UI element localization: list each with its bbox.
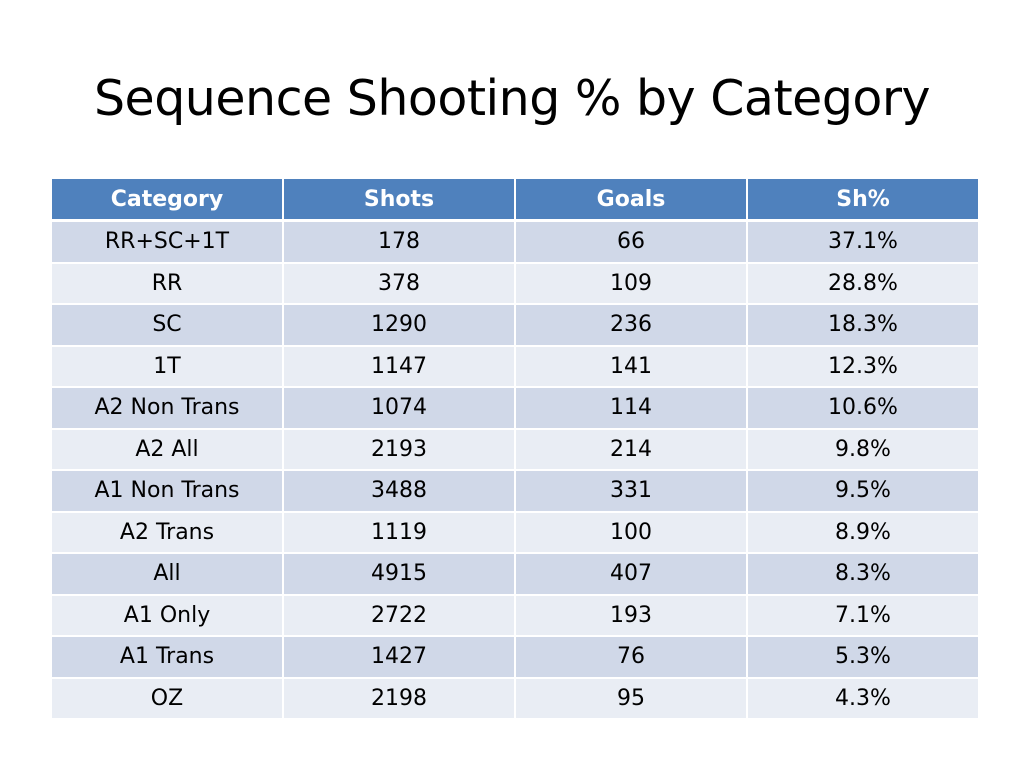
cell-goals: 141 <box>515 345 748 388</box>
cell-sh-pct: 7.1% <box>747 594 978 637</box>
cell-shots: 1074 <box>283 387 516 430</box>
cell-goals: 76 <box>515 636 748 679</box>
cell-sh-pct: 28.8% <box>747 262 978 305</box>
cell-sh-pct: 4.3% <box>747 677 978 720</box>
header-shots: Shots <box>283 179 516 222</box>
cell-shots: 1119 <box>283 511 516 554</box>
cell-goals: 114 <box>515 387 748 430</box>
cell-sh-pct: 18.3% <box>747 304 978 347</box>
cell-sh-pct: 8.3% <box>747 553 978 596</box>
cell-category: A2 All <box>52 428 284 471</box>
cell-shots: 2198 <box>283 677 516 720</box>
cell-shots: 1427 <box>283 636 516 679</box>
table-row: A2 Trans 1119 100 8.9% <box>52 511 978 554</box>
header-goals: Goals <box>515 179 748 222</box>
cell-goals: 407 <box>515 553 748 596</box>
table-row: A2 All 2193 214 9.8% <box>52 428 978 471</box>
table-row: All 4915 407 8.3% <box>52 553 978 596</box>
cell-category: RR+SC+1T <box>52 220 284 264</box>
cell-sh-pct: 37.1% <box>747 220 978 264</box>
table-row: RR+SC+1T 178 66 37.1% <box>52 220 978 264</box>
cell-category: RR <box>52 262 284 305</box>
cell-shots: 1147 <box>283 345 516 388</box>
cell-shots: 4915 <box>283 553 516 596</box>
cell-shots: 3488 <box>283 470 516 513</box>
cell-category: A1 Trans <box>52 636 284 679</box>
cell-goals: 331 <box>515 470 748 513</box>
table-row: A1 Trans 1427 76 5.3% <box>52 636 978 679</box>
table-body: RR+SC+1T 178 66 37.1% RR 378 109 28.8% SC 1290 236… <box>52 220 978 720</box>
table-header-row: Category Shots Goals Sh% <box>52 179 978 222</box>
table-row: RR 378 109 28.8% <box>52 262 978 305</box>
cell-category: A1 Only <box>52 594 284 637</box>
cell-goals: 66 <box>515 220 748 264</box>
cell-goals: 100 <box>515 511 748 554</box>
header-category: Category <box>52 179 284 222</box>
cell-sh-pct: 8.9% <box>747 511 978 554</box>
table-row: A2 Non Trans 1074 114 10.6% <box>52 387 978 430</box>
cell-shots: 178 <box>283 220 516 264</box>
table-row: 1T 1147 141 12.3% <box>52 345 978 388</box>
table-row: OZ 2198 95 4.3% <box>52 677 978 720</box>
cell-goals: 236 <box>515 304 748 347</box>
table-row: SC 1290 236 18.3% <box>52 304 978 347</box>
cell-sh-pct: 10.6% <box>747 387 978 430</box>
cell-shots: 378 <box>283 262 516 305</box>
cell-sh-pct: 9.8% <box>747 428 978 471</box>
cell-shots: 2193 <box>283 428 516 471</box>
table-row: A1 Non Trans 3488 331 9.5% <box>52 470 978 513</box>
cell-sh-pct: 12.3% <box>747 345 978 388</box>
cell-shots: 1290 <box>283 304 516 347</box>
cell-category: A2 Trans <box>52 511 284 554</box>
cell-category: OZ <box>52 677 284 720</box>
cell-goals: 95 <box>515 677 748 720</box>
cell-shots: 2722 <box>283 594 516 637</box>
table-row: A1 Only 2722 193 7.1% <box>52 594 978 637</box>
shooting-table: Category Shots Goals Sh% RR+SC+1T 178 66 37… <box>52 179 978 720</box>
cell-category: All <box>52 553 284 596</box>
header-sh-pct: Sh% <box>747 179 978 222</box>
cell-sh-pct: 5.3% <box>747 636 978 679</box>
cell-category: A2 Non Trans <box>52 387 284 430</box>
cell-goals: 193 <box>515 594 748 637</box>
cell-goals: 109 <box>515 262 748 305</box>
cell-category: 1T <box>52 345 284 388</box>
cell-sh-pct: 9.5% <box>747 470 978 513</box>
slide-title: Sequence Shooting % by Category <box>93 70 931 127</box>
cell-goals: 214 <box>515 428 748 471</box>
cell-category: A1 Non Trans <box>52 470 284 513</box>
cell-category: SC <box>52 304 284 347</box>
